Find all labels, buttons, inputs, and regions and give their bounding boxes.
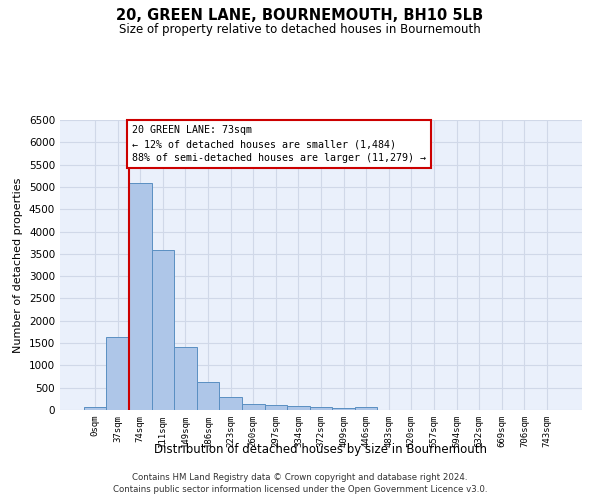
Bar — [265, 405, 287, 410]
Text: Distribution of detached houses by size in Bournemouth: Distribution of detached houses by size … — [155, 442, 487, 456]
Text: 20 GREEN LANE: 73sqm
← 12% of detached houses are smaller (1,484)
88% of semi-de: 20 GREEN LANE: 73sqm ← 12% of detached h… — [133, 126, 427, 164]
Bar — [84, 407, 106, 410]
Text: Contains public sector information licensed under the Open Government Licence v3: Contains public sector information licen… — [113, 485, 487, 494]
Text: Contains HM Land Registry data © Crown copyright and database right 2024.: Contains HM Land Registry data © Crown c… — [132, 472, 468, 482]
Y-axis label: Number of detached properties: Number of detached properties — [13, 178, 23, 352]
Bar — [106, 337, 129, 410]
Bar — [310, 407, 332, 410]
Bar — [355, 407, 377, 410]
Text: Size of property relative to detached houses in Bournemouth: Size of property relative to detached ho… — [119, 22, 481, 36]
Bar — [197, 382, 220, 410]
Bar — [332, 408, 355, 410]
Bar — [152, 250, 174, 410]
Bar — [129, 184, 152, 410]
Bar — [287, 406, 310, 410]
Text: 20, GREEN LANE, BOURNEMOUTH, BH10 5LB: 20, GREEN LANE, BOURNEMOUTH, BH10 5LB — [116, 8, 484, 22]
Bar — [242, 404, 265, 410]
Bar — [220, 397, 242, 410]
Bar — [174, 346, 197, 410]
